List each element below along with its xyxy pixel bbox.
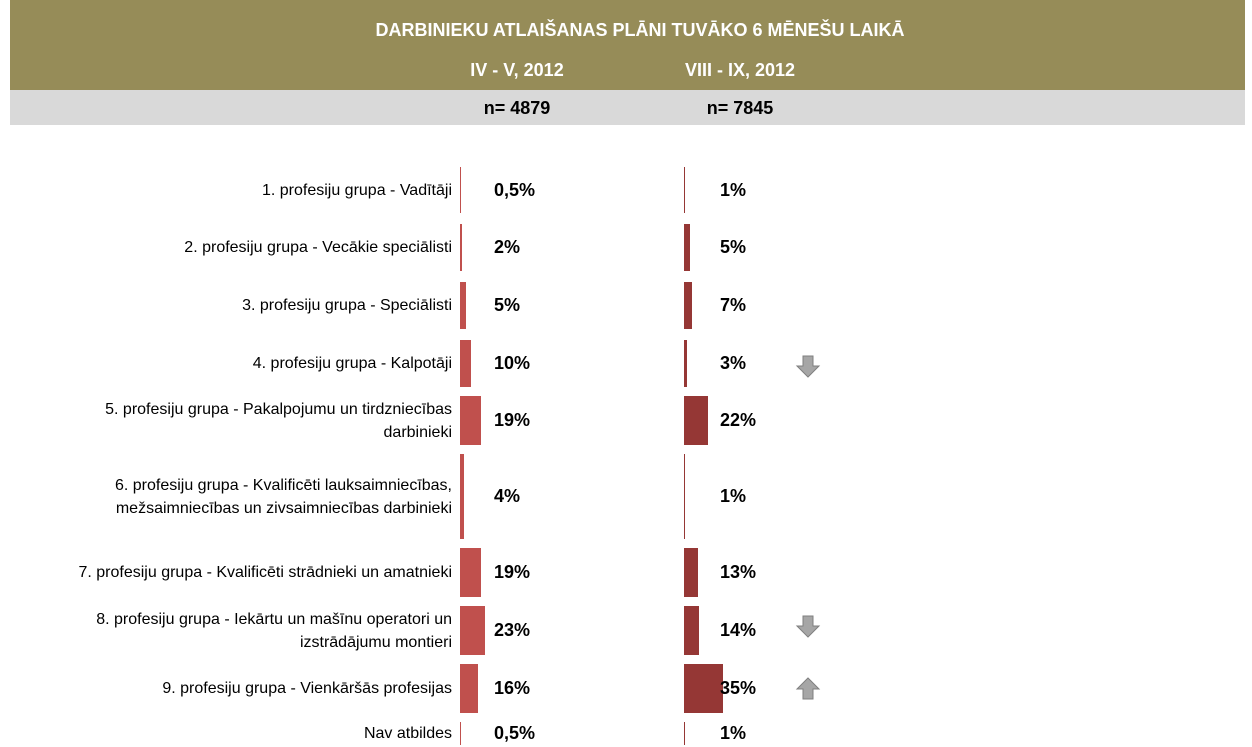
- bar: [684, 722, 686, 745]
- bar: [460, 282, 466, 329]
- bar: [684, 167, 686, 213]
- category-label: 1. profesiju grupa - Vadītāji: [261, 181, 452, 199]
- bar: [460, 167, 461, 213]
- bar: [684, 224, 690, 271]
- value-label: 10%: [494, 353, 531, 373]
- value-label: 19%: [494, 410, 531, 430]
- value-label: 1%: [720, 723, 747, 743]
- value-label: 2%: [494, 237, 521, 257]
- bar: [460, 722, 461, 745]
- bar: [460, 224, 463, 271]
- bar: [460, 396, 481, 445]
- bar: [684, 606, 700, 655]
- bar: [460, 454, 465, 539]
- down-arrow: [795, 355, 821, 378]
- value-label: 1%: [720, 486, 747, 506]
- down-arrow: [795, 615, 821, 638]
- value-label: 19%: [494, 562, 531, 582]
- up-arrow: [795, 677, 821, 700]
- bar: [684, 548, 699, 597]
- category-label: 3. profesiju grupa - Speciālisti: [242, 297, 452, 314]
- value-label: 1%: [720, 179, 747, 200]
- value-label: 23%: [494, 620, 531, 640]
- value-label: 35%: [720, 678, 757, 698]
- bar: [460, 548, 481, 597]
- value-label: 3%: [720, 353, 747, 373]
- category-label: 5. profesiju grupa - Pakalpojumu un tird…: [105, 400, 452, 441]
- sample-band: [10, 90, 1245, 125]
- value-label: 7%: [720, 295, 747, 315]
- series-name: IV - V, 2012: [470, 60, 564, 80]
- value-label: 22%: [720, 410, 757, 430]
- value-label: 16%: [494, 678, 531, 698]
- chart-title: DARBINIEKU ATLAIŠANAS PLĀNI TUVĀKO 6 MĒN…: [375, 20, 905, 40]
- bar: [460, 340, 471, 387]
- value-label: 5%: [720, 237, 747, 257]
- bar: [684, 664, 723, 713]
- bar: [684, 396, 709, 445]
- category-label: 7. profesiju grupa - Kvalificēti strādni…: [78, 564, 452, 581]
- bar: [684, 340, 688, 387]
- value-label: 5%: [494, 295, 521, 315]
- value-label: 0,5%: [494, 179, 536, 200]
- value-label: 13%: [720, 562, 757, 582]
- value-label: 0,5%: [494, 723, 536, 743]
- category-label: 6. profesiju grupa - Kvalificēti lauksai…: [114, 476, 452, 517]
- sample-size: n= 7845: [706, 98, 774, 118]
- sample-size: n= 4879: [483, 98, 551, 118]
- category-label: 4. profesiju grupa - Kalpotāji: [252, 355, 452, 372]
- series-name: VIII - IX, 2012: [684, 60, 796, 80]
- value-label: 4%: [494, 486, 521, 506]
- category-label: 9. profesiju grupa - Vienkāršās profesij…: [162, 680, 452, 697]
- bar: [460, 606, 486, 655]
- category-label: 2. profesiju grupa - Vecākie speciālisti: [184, 239, 452, 256]
- category-label: 8. profesiju grupa - Iekārtu un mašīnu o…: [96, 610, 452, 651]
- bar: [684, 282, 692, 329]
- category-label: Nav atbildes: [363, 725, 452, 742]
- header-band: [10, 0, 1245, 90]
- bar: [460, 664, 478, 713]
- value-label: 14%: [720, 620, 757, 640]
- bar: [684, 454, 686, 539]
